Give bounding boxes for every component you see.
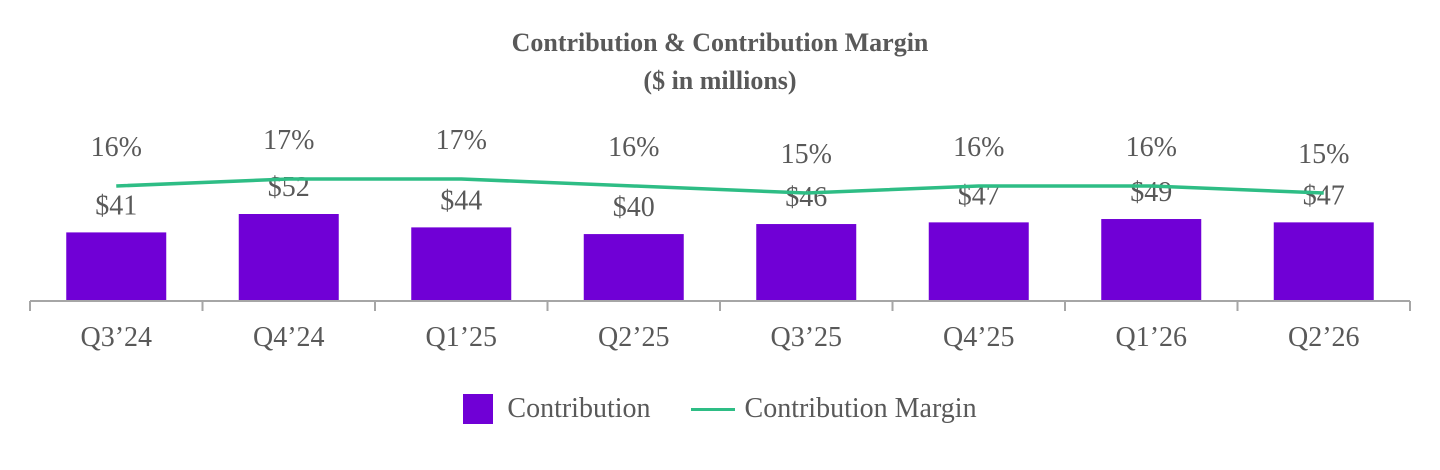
bar-contribution-0 — [66, 232, 167, 301]
chart-subtitle: ($ in millions) — [643, 66, 797, 95]
data-label-contribution: $44 — [440, 185, 482, 216]
data-label-contribution: $49 — [1130, 177, 1172, 208]
legend-label-contribution: Contribution — [507, 393, 651, 424]
legend-swatch-contribution — [463, 394, 494, 424]
data-label-contribution-margin: 17% — [263, 125, 314, 156]
x-tick-label: Q4’24 — [253, 322, 325, 353]
line-contribution-margin — [116, 177, 1324, 195]
bar-contribution-2 — [411, 227, 512, 301]
chart-title: Contribution & Contribution Margin — [511, 28, 929, 57]
data-label-contribution: $41 — [95, 190, 137, 221]
legend-item-contribution-margin: Contribution Margin — [690, 393, 977, 425]
bar-contribution-7 — [1273, 222, 1374, 301]
data-label-contribution-margin: 16% — [953, 132, 1004, 163]
bar-contribution-4 — [756, 224, 857, 301]
data-label-contribution-margin: 17% — [436, 125, 487, 156]
x-tick-label: Q1’26 — [1115, 322, 1187, 353]
x-tick-label: Q3’24 — [80, 322, 152, 353]
chart-plot: Q3’24 Q4’24 Q1’25 Q2’25 Q3’25 Q4’25 Q1’26 Q2’26… — [29, 125, 1411, 353]
data-label-contribution-margin: 16% — [608, 132, 659, 163]
data-label-contribution: $52 — [268, 172, 310, 203]
x-tick-label: Q3’25 — [770, 322, 842, 353]
data-label-contribution: $46 — [785, 182, 827, 213]
legend-item-contribution: Contribution — [463, 393, 651, 425]
data-label-contribution-margin: 15% — [1298, 139, 1349, 170]
x-tick-label: Q2’25 — [598, 322, 670, 353]
x-tick-label: Q2’26 — [1288, 322, 1360, 353]
data-label-contribution: $40 — [613, 192, 655, 223]
x-tick-label: Q4’25 — [943, 322, 1015, 353]
bar-contribution-6 — [1101, 219, 1202, 301]
legend: Contribution Contribution Margin — [0, 393, 1440, 425]
x-tick-label: Q1’25 — [425, 322, 497, 353]
data-label-contribution-margin: 16% — [1126, 132, 1177, 163]
data-label-contribution-margin: 15% — [781, 139, 832, 170]
data-label-contribution: $47 — [1303, 180, 1345, 211]
legend-swatch-contribution-margin — [690, 407, 735, 411]
legend-label-contribution-margin: Contribution Margin — [744, 393, 977, 424]
bar-contribution-3 — [583, 234, 684, 301]
bar-contribution-1 — [238, 214, 339, 301]
data-label-contribution-margin: 16% — [91, 132, 142, 163]
bar-contribution-5 — [928, 222, 1029, 301]
